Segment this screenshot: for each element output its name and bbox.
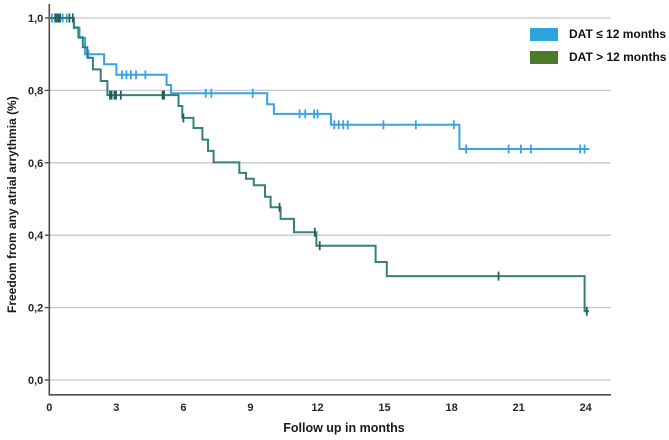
y-axis-title: Freedom from any atrial arrythmia (%) [5,96,19,314]
x-tick-label: 3 [113,402,119,414]
y-tick-label: 0,6 [28,158,43,170]
legend-swatch-dat-gt-12-icon [530,50,558,64]
legend-item-dat-le-12: DAT ≤ 12 months [530,27,666,41]
x-tick-label: 6 [180,402,186,414]
legend: DAT ≤ 12 months DAT > 12 months [530,27,666,73]
y-tick-label: 0,8 [28,85,43,97]
legend-swatch-dat-le-12-icon [530,27,558,41]
y-tick-label: 1,0 [28,13,43,25]
survival-curve-dat-gt-12 [49,17,590,313]
survival-curve-dat-le-12 [49,17,590,150]
y-tick-label: 0,4 [28,230,44,242]
x-axis-title: Follow up in months [283,421,405,435]
y-tick-label: 0,0 [28,375,43,387]
legend-label-dat-gt-12: DAT > 12 months [569,50,667,64]
x-tick-label: 12 [311,402,323,414]
x-tick-label: 9 [247,402,253,414]
x-tick-label: 21 [513,402,525,414]
x-tick-label: 15 [378,402,390,414]
x-tick-label: 24 [580,402,593,414]
y-tick-label: 0,2 [28,303,43,315]
legend-label-dat-le-12: DAT ≤ 12 months [569,27,667,41]
x-tick-label: 0 [46,402,52,414]
x-tick-label: 18 [445,402,457,414]
legend-item-dat-gt-12: DAT > 12 months [530,50,666,64]
